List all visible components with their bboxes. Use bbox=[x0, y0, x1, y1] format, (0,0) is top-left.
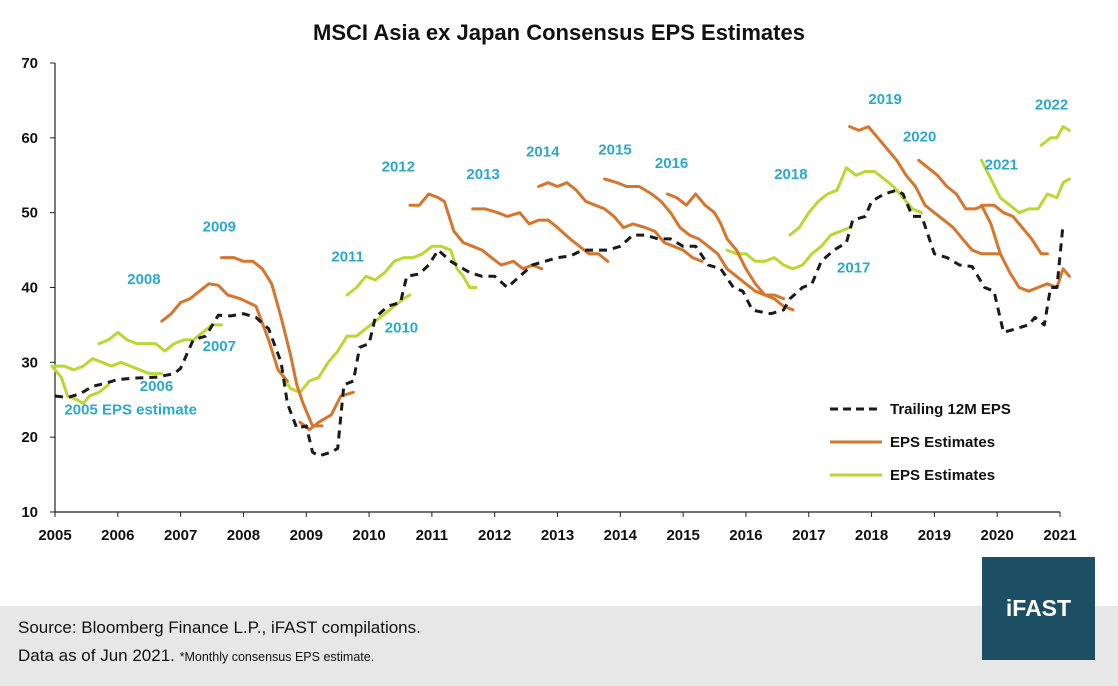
series-line-green bbox=[725, 226, 852, 271]
series-label: 2014 bbox=[526, 144, 560, 161]
series-line-orange bbox=[220, 256, 324, 428]
x-tick-label: 2014 bbox=[604, 527, 638, 544]
series-label: 2020 bbox=[903, 129, 936, 146]
series-line-orange bbox=[471, 207, 610, 263]
series-label: 2006 bbox=[140, 378, 173, 395]
x-tick-label: 2007 bbox=[164, 527, 197, 544]
series-line-green bbox=[1039, 125, 1071, 147]
series-label: 2019 bbox=[868, 91, 901, 108]
series-line-orange bbox=[980, 203, 1071, 293]
series-label: 2011 bbox=[331, 248, 364, 265]
x-tick-label: 2018 bbox=[855, 527, 888, 544]
series-label: 2013 bbox=[466, 166, 499, 183]
series-line-trailing bbox=[54, 188, 1065, 458]
x-tick-label: 2012 bbox=[478, 527, 511, 544]
series-label: 2017 bbox=[837, 260, 870, 277]
legend-label: Trailing 12M EPS bbox=[890, 401, 1011, 418]
x-tick-label: 2011 bbox=[416, 527, 449, 544]
data-date-line: Data as of Jun 2021. *Monthly consensus … bbox=[18, 646, 374, 666]
series-orange-estimates bbox=[160, 125, 1071, 432]
y-tick-label: 10 bbox=[21, 504, 38, 521]
y-tick-label: 30 bbox=[21, 354, 38, 371]
source-footer bbox=[0, 606, 1118, 686]
series-line-orange bbox=[298, 390, 355, 432]
x-tick-label: 2008 bbox=[227, 527, 260, 544]
logo-text: iFAST bbox=[1005, 595, 1072, 621]
data-date: Data as of Jun 2021. bbox=[18, 646, 175, 665]
series-line-green bbox=[97, 323, 223, 353]
legend: Trailing 12M EPS EPS Estimates EPS Estimat… bbox=[830, 401, 1011, 484]
series-label: 2007 bbox=[203, 338, 236, 355]
series-label: 2021 bbox=[985, 156, 1018, 173]
series-label: 2018 bbox=[774, 166, 807, 183]
y-tick-label: 40 bbox=[21, 280, 38, 297]
series-label: 2010 bbox=[385, 319, 418, 336]
x-tick-label: 2009 bbox=[290, 527, 323, 544]
series-labels: 2005 EPS estimate 2006 2007 2008 2009 2010 201… bbox=[64, 91, 1068, 419]
series-line-orange bbox=[537, 181, 704, 263]
x-tick-label: 2020 bbox=[981, 527, 1014, 544]
chart-title: MSCI Asia ex Japan Consensus EPS Estimat… bbox=[313, 20, 805, 45]
series-label: 2015 bbox=[598, 141, 631, 158]
y-axis-ticks: 10 20 30 40 50 60 70 bbox=[21, 55, 55, 521]
series-line-orange bbox=[917, 158, 1049, 256]
x-tick-label: 2021 bbox=[1043, 527, 1076, 544]
series-trailing-eps bbox=[54, 188, 1065, 458]
series-label: 2005 EPS estimate bbox=[64, 402, 197, 419]
series-line-green bbox=[279, 293, 412, 394]
series-line-orange bbox=[665, 192, 795, 312]
series-line-orange bbox=[160, 282, 289, 383]
y-tick-label: 60 bbox=[21, 130, 38, 147]
series-line-orange bbox=[848, 125, 1002, 256]
x-tick-label: 2016 bbox=[729, 527, 762, 544]
legend-label: EPS Estimates bbox=[890, 467, 995, 484]
series-line-green bbox=[980, 158, 1071, 215]
series-line-green bbox=[53, 357, 164, 376]
series-line-green bbox=[50, 364, 110, 405]
series-line-green bbox=[345, 244, 478, 297]
chart: MSCI Asia ex Japan Consensus EPS Estimat… bbox=[21, 20, 1077, 544]
series-line-orange bbox=[408, 192, 544, 271]
ifast-logo: iFAST bbox=[982, 557, 1095, 660]
source-text: Source: Bloomberg Finance L.P., iFAST co… bbox=[18, 618, 421, 637]
series-green-estimates bbox=[50, 125, 1071, 405]
series-line-orange bbox=[603, 177, 786, 301]
y-tick-label: 20 bbox=[21, 429, 38, 446]
x-tick-label: 2006 bbox=[101, 527, 134, 544]
x-tick-label: 2013 bbox=[541, 527, 574, 544]
x-tick-label: 2019 bbox=[918, 527, 951, 544]
x-tick-label: 2015 bbox=[666, 527, 699, 544]
series-label: 2016 bbox=[655, 155, 688, 172]
y-tick-label: 50 bbox=[21, 205, 38, 222]
series-label: 2022 bbox=[1035, 96, 1068, 113]
series-label: 2009 bbox=[203, 218, 236, 235]
y-tick-label: 70 bbox=[21, 55, 38, 72]
footnote: *Monthly consensus EPS estimate. bbox=[179, 650, 375, 664]
series-label: 2008 bbox=[127, 271, 160, 288]
series-label: 2012 bbox=[382, 159, 415, 176]
series-line-green bbox=[788, 166, 924, 237]
x-tick-label: 2017 bbox=[792, 527, 825, 544]
legend-label: EPS Estimates bbox=[890, 434, 995, 451]
x-tick-label: 2010 bbox=[352, 527, 385, 544]
x-tick-label: 2005 bbox=[38, 527, 71, 544]
x-axis-ticks: 2005 2006 2007 2008 2009 2010 2011 2012 2013 2014… bbox=[38, 512, 1077, 544]
